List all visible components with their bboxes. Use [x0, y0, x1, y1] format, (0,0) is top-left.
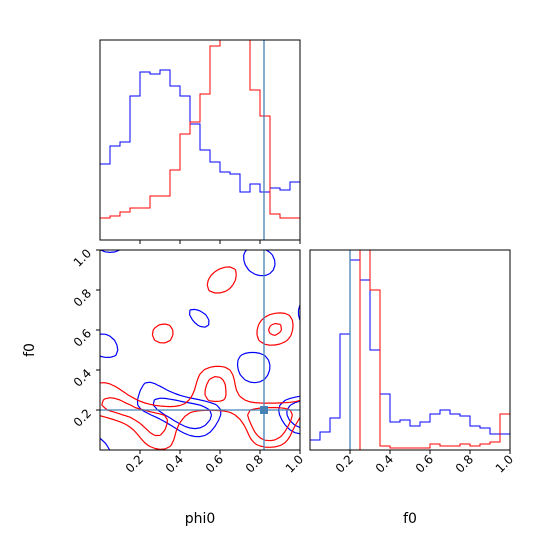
phi0-hist-frame — [99, 39, 301, 241]
f0-hist-xtick-label: 0.8 — [453, 452, 476, 475]
f0-hist-series-group — [310, 250, 510, 450]
contour-xtick-label: 0.2 — [123, 452, 146, 475]
contour-xtick-label: 0.4 — [163, 452, 186, 475]
f0-hist-xtick-label: 0.2 — [333, 452, 356, 475]
contour-ytick-label: 0.8 — [71, 286, 94, 309]
contour-ytick-label: 0.6 — [71, 326, 94, 349]
contour-ytick-label: 0.4 — [71, 366, 94, 389]
phi0-hist-series-group — [100, 40, 300, 240]
f0-hist-frame — [309, 249, 511, 451]
contour-lines-group — [100, 250, 300, 450]
contour-xlabel: phi0 — [185, 511, 216, 527]
contour-truth-marker — [260, 406, 268, 414]
contour-ylabel: f0 — [22, 343, 38, 357]
contour-blue-level-1 — [100, 250, 300, 450]
contour-red-level-2 — [101, 322, 293, 442]
contour-xtick-label: 0.6 — [203, 452, 226, 475]
f0-hist-series-red — [310, 250, 510, 450]
f0-hist-xtick-label: 0.4 — [373, 452, 396, 475]
contour-ytick-label: 1.0 — [71, 246, 94, 269]
f0-hist-series-blue — [310, 259, 510, 450]
f0-hist-xtick-label: 0.6 — [413, 452, 436, 475]
contour-ytick-label: 0.2 — [71, 406, 94, 429]
contour-xtick-label: 0.8 — [243, 452, 266, 475]
contour-red-level-1 — [100, 266, 300, 450]
phi0-hist-series-red — [100, 40, 300, 240]
contour-xtick-label: 1.0 — [283, 452, 306, 475]
contour-blue-level-2 — [152, 397, 300, 430]
f0-hist-xtick-label: 1.0 — [493, 452, 516, 475]
f0-hist-xlabel: f0 — [403, 511, 417, 527]
contour-frame — [99, 249, 301, 451]
f0-histogram-panel: 0.2 0.4 0.6 0.8 1.0 — [309, 249, 516, 476]
phi0-f0-contour-panel: 0.2 0.4 0.6 0.8 1.0 0.2 0.4 0.6 0.8 1.0 — [71, 246, 306, 475]
phi0-histogram-panel — [99, 39, 301, 244]
